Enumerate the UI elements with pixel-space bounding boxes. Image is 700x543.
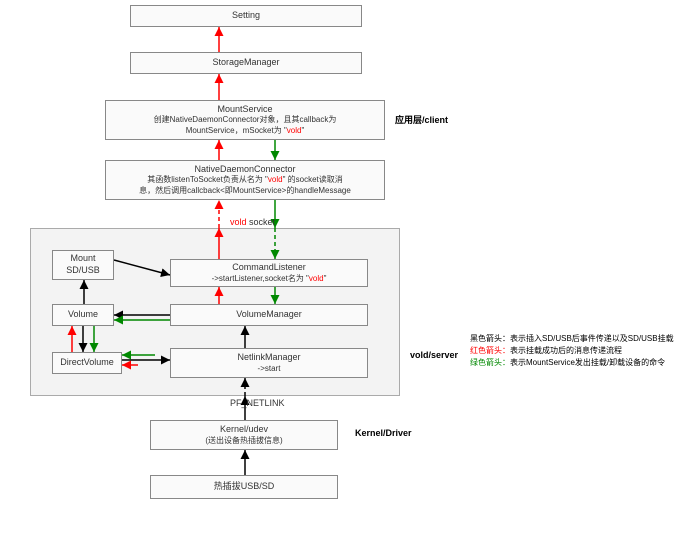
legend-row-red: 红色箭头：表示挂载成功后的消息传递流程 xyxy=(470,345,674,357)
node-line1: ->startListener,socket名为 "vold" xyxy=(212,274,327,284)
node-title: Kernel/udev xyxy=(220,424,268,436)
node-line1: 创建NativeDaemonConnector对象，且其callback为 xyxy=(154,115,337,125)
label-client-layer: 应用层/client xyxy=(395,113,448,126)
node-title: NativeDaemonConnector xyxy=(194,164,295,176)
node-setting: Setting xyxy=(130,5,362,27)
legend: 黑色箭头：表示插入SD/USB后事件传递以及SD/USB挂载 红色箭头：表示挂载… xyxy=(470,333,674,369)
node-volume: Volume xyxy=(52,304,114,326)
node-direct-volume: DirectVolume xyxy=(52,352,122,374)
label-kernel-driver: Kernel/Driver xyxy=(355,428,412,438)
node-command-listener: CommandListener ->startListener,socket名为… xyxy=(170,259,368,287)
node-title: CommandListener xyxy=(232,262,306,274)
node-line2: MountService，mSocket为 "vold" xyxy=(186,126,305,136)
node-title: VolumeManager xyxy=(236,309,302,321)
label-vold-server: vold/server xyxy=(410,350,458,360)
node-title2: SD/USB xyxy=(66,265,100,277)
legend-row-green: 绿色箭头：表示MountService发出挂载/卸载设备的命令 xyxy=(470,357,674,369)
node-title: MountService xyxy=(217,104,272,116)
node-title: 热插拔USB/SD xyxy=(214,481,275,493)
node-title: Volume xyxy=(68,309,98,321)
node-netlink-manager: NetlinkManager ->start xyxy=(170,348,368,378)
node-line2: 息，然后调用callcback<即MountService>的handleMes… xyxy=(139,186,351,196)
node-mount-sd-usb: Mount SD/USB xyxy=(52,250,114,280)
node-mount-service: MountService 创建NativeDaemonConnector对象，且… xyxy=(105,100,385,140)
node-volume-manager: VolumeManager xyxy=(170,304,368,326)
node-storage-manager: StorageManager xyxy=(130,52,362,74)
label-pf-netlink: PF_NETLINK xyxy=(230,398,285,408)
node-title: NetlinkManager xyxy=(237,352,300,364)
node-title1: Mount xyxy=(70,253,95,265)
legend-row-black: 黑色箭头：表示插入SD/USB后事件传递以及SD/USB挂载 xyxy=(470,333,674,345)
node-native-daemon-connector: NativeDaemonConnector 其函数listenToSocket负… xyxy=(105,160,385,200)
node-title: StorageManager xyxy=(212,57,279,69)
node-line1: 其函数listenToSocket负责从名为 "vold" 的socket读取消 xyxy=(147,175,343,185)
node-kernel-udev: Kernel/udev (送出设备热插拔信息) xyxy=(150,420,338,450)
node-hotplug-usb-sd: 热插拔USB/SD xyxy=(150,475,338,499)
node-title: DirectVolume xyxy=(60,357,114,369)
node-sub: (送出设备热插拔信息) xyxy=(205,436,282,446)
label-vold-socket: vold socket xyxy=(230,217,275,227)
node-sub: ->start xyxy=(258,364,281,374)
node-title: Setting xyxy=(232,10,260,22)
